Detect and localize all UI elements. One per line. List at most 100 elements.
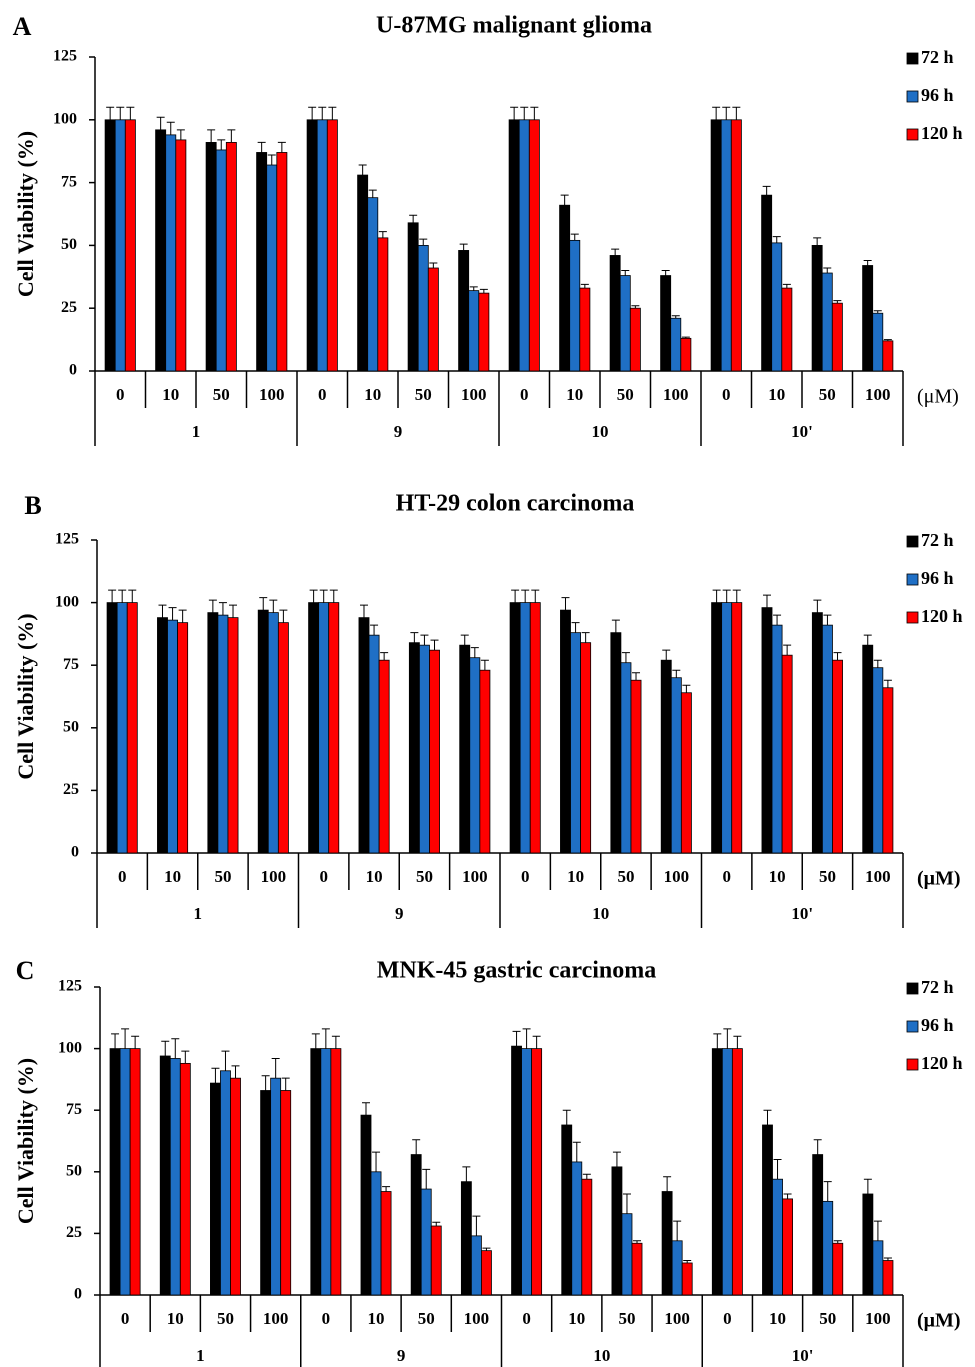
error-bar: [168, 607, 177, 621]
bar: [266, 164, 278, 372]
error-bar: [121, 1028, 130, 1049]
error-bar: [672, 669, 681, 678]
y-tick-label: 50: [66, 1162, 82, 1179]
x-tick-label: 100: [663, 385, 689, 404]
x-tick-label: 100: [865, 385, 891, 404]
bar: [720, 119, 732, 372]
error-bar: [532, 1035, 541, 1049]
x-tick-label: 10: [364, 385, 381, 404]
error-bar: [126, 106, 135, 120]
bar: [611, 1166, 623, 1296]
bar: [872, 1240, 884, 1296]
bar: [207, 612, 219, 854]
bar: [862, 265, 874, 372]
error-bar: [562, 1109, 571, 1125]
error-bar: [171, 1038, 180, 1059]
x-tick-label: 10: [368, 1309, 385, 1328]
bar: [882, 687, 894, 854]
error-bar: [773, 1158, 782, 1180]
bar: [220, 1070, 231, 1296]
bar: [569, 239, 581, 372]
error-bar: [631, 305, 640, 309]
bar: [832, 659, 843, 854]
legend-label: 96 h: [921, 85, 954, 105]
bar: [822, 1200, 834, 1296]
y-tick-label: 125: [55, 531, 79, 548]
x-tick-label: 50: [213, 385, 230, 404]
y-tick-label: 75: [61, 173, 77, 190]
x-tick-label: 10: [162, 385, 179, 404]
bar: [822, 624, 833, 854]
error-bar: [511, 589, 520, 603]
error-bar: [221, 1050, 230, 1071]
bar: [368, 634, 380, 854]
error-bar: [773, 614, 782, 626]
bar: [781, 654, 793, 854]
error-bar: [663, 1176, 672, 1192]
x-tick-label: 10: [566, 385, 583, 404]
bar: [429, 649, 440, 854]
error-bar: [409, 214, 418, 223]
panel-label: C: [16, 956, 35, 985]
bar: [280, 1090, 292, 1296]
error-bar: [359, 604, 368, 618]
unit-label: (μM): [917, 1310, 961, 1332]
x-tick-label: 0: [722, 867, 731, 886]
error-bar: [432, 1221, 441, 1227]
error-bar: [520, 106, 529, 120]
error-bar: [873, 659, 882, 668]
bar: [528, 119, 540, 372]
bar: [811, 612, 823, 854]
bar: [358, 617, 370, 854]
legend-swatch: [906, 128, 919, 141]
bar: [225, 142, 237, 372]
error-bar: [319, 589, 328, 603]
x-tick-label: 100: [462, 867, 488, 886]
error-bar: [732, 589, 741, 603]
x-tick-label: 50: [415, 385, 432, 404]
bar: [711, 602, 723, 854]
y-axis-label: Cell Viability (%): [13, 131, 38, 297]
x-tick-label: 10: [568, 1309, 585, 1328]
bar: [862, 644, 874, 854]
error-bar: [612, 1151, 621, 1167]
bar: [781, 287, 793, 372]
error-bar: [309, 589, 318, 603]
bar: [417, 244, 429, 372]
bar: [761, 194, 773, 372]
bar: [511, 1045, 522, 1296]
error-bar: [712, 589, 721, 603]
bar: [882, 1260, 894, 1296]
bar: [811, 244, 823, 372]
error-bar: [370, 624, 379, 636]
group-label: 10: [592, 422, 609, 441]
error-bar: [560, 194, 569, 206]
error-bar: [472, 1215, 481, 1236]
error-bar: [156, 116, 165, 130]
bar: [882, 340, 894, 372]
x-tick-label: 100: [261, 867, 287, 886]
x-tick-label: 50: [617, 867, 634, 886]
bar: [521, 1048, 533, 1296]
bar: [167, 619, 178, 854]
legend-swatch: [906, 535, 919, 548]
bar: [210, 1082, 221, 1296]
bar: [276, 152, 288, 372]
y-tick-label: 0: [74, 1286, 82, 1303]
bar: [771, 242, 783, 372]
bar: [330, 1048, 342, 1296]
bar: [256, 152, 268, 372]
group-label: 1: [192, 422, 201, 441]
error-bar: [762, 185, 771, 196]
legend-label: 72 h: [921, 977, 954, 997]
error-bar: [261, 1075, 270, 1091]
group-label: 9: [394, 422, 403, 441]
error-bar: [459, 243, 468, 251]
group-label: 1: [196, 1346, 205, 1365]
group-label: 10': [792, 1346, 814, 1365]
error-bar: [682, 684, 691, 693]
legend-label: 72 h: [921, 530, 954, 550]
bar: [119, 1048, 131, 1296]
error-bar: [380, 652, 389, 661]
